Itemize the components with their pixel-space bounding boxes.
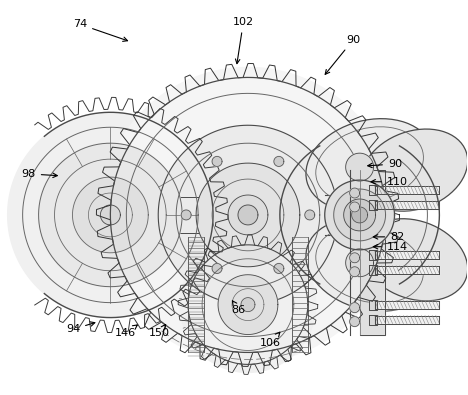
Polygon shape xyxy=(274,156,284,166)
Text: 114: 114 xyxy=(373,242,408,252)
Polygon shape xyxy=(325,180,395,250)
Polygon shape xyxy=(212,156,222,166)
Polygon shape xyxy=(350,253,359,263)
Polygon shape xyxy=(274,263,284,273)
Text: 74: 74 xyxy=(73,19,128,41)
Polygon shape xyxy=(305,210,315,220)
Text: 150: 150 xyxy=(149,324,170,338)
Text: 110: 110 xyxy=(371,177,408,187)
Polygon shape xyxy=(7,112,213,318)
Polygon shape xyxy=(346,153,373,181)
Text: 98: 98 xyxy=(22,169,58,179)
Text: 106: 106 xyxy=(260,332,281,348)
Polygon shape xyxy=(73,177,148,253)
Text: 94: 94 xyxy=(66,322,95,334)
Polygon shape xyxy=(218,275,278,335)
Polygon shape xyxy=(350,316,359,327)
Polygon shape xyxy=(238,205,258,225)
Text: 146: 146 xyxy=(115,325,137,338)
Polygon shape xyxy=(212,263,222,273)
Polygon shape xyxy=(196,163,300,267)
Polygon shape xyxy=(350,303,359,312)
Ellipse shape xyxy=(361,129,468,211)
Polygon shape xyxy=(344,199,376,231)
Polygon shape xyxy=(180,237,316,372)
Text: 102: 102 xyxy=(233,17,254,64)
Polygon shape xyxy=(228,195,268,235)
Ellipse shape xyxy=(306,218,433,311)
Text: 90: 90 xyxy=(325,35,360,74)
Polygon shape xyxy=(351,207,367,223)
Ellipse shape xyxy=(361,219,468,301)
Polygon shape xyxy=(101,205,120,225)
Polygon shape xyxy=(346,249,373,277)
Text: 86: 86 xyxy=(232,301,246,315)
Text: 90: 90 xyxy=(368,159,402,169)
Polygon shape xyxy=(350,267,359,277)
Polygon shape xyxy=(350,202,359,212)
Polygon shape xyxy=(241,298,255,312)
Polygon shape xyxy=(101,68,395,363)
Text: 82: 82 xyxy=(373,232,404,242)
Polygon shape xyxy=(181,210,191,220)
Polygon shape xyxy=(334,189,386,241)
Polygon shape xyxy=(158,125,338,305)
Ellipse shape xyxy=(306,118,433,212)
Polygon shape xyxy=(350,188,359,198)
Polygon shape xyxy=(38,143,182,287)
